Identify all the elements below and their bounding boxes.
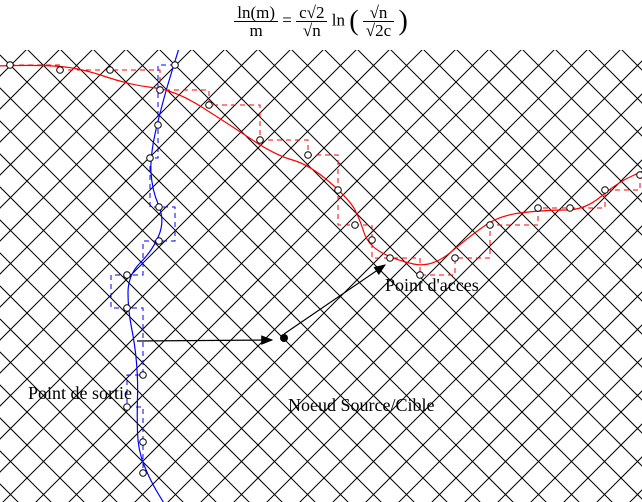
- lhs-fraction: ln(m) m: [234, 4, 278, 39]
- arrow-sortie: [137, 340, 272, 341]
- source-target-node: [280, 334, 288, 342]
- lhs-den: m: [234, 22, 278, 39]
- coef-num: c√2: [296, 4, 327, 22]
- label-point-acces: Point d'acces: [385, 275, 479, 296]
- coef-fraction: c√2 √n: [296, 4, 327, 39]
- lparen: (: [349, 6, 358, 37]
- ln-text: ln: [332, 10, 349, 29]
- arg-num: √n: [363, 4, 394, 22]
- lhs-num: ln(m): [234, 4, 278, 22]
- red-trajectory: [0, 65, 642, 264]
- blue-route-dashed: [111, 65, 175, 473]
- equals: =: [282, 10, 296, 29]
- label-point-sortie: Point de sortie: [28, 383, 132, 404]
- arg-fraction: √n √2c: [363, 4, 394, 39]
- label-source-cible: Noeud Source/Cible: [288, 395, 434, 416]
- coef-den: √n: [296, 22, 327, 39]
- blue-trajectory: [128, 50, 180, 502]
- grid: [0, 50, 642, 502]
- red-nodes: [7, 62, 642, 279]
- rparen: ): [398, 6, 407, 37]
- arg-den: √2c: [363, 22, 394, 39]
- figure-svg: [0, 50, 642, 502]
- equation: ln(m) m = c√2 √n ln ( √n √2c ): [0, 4, 642, 39]
